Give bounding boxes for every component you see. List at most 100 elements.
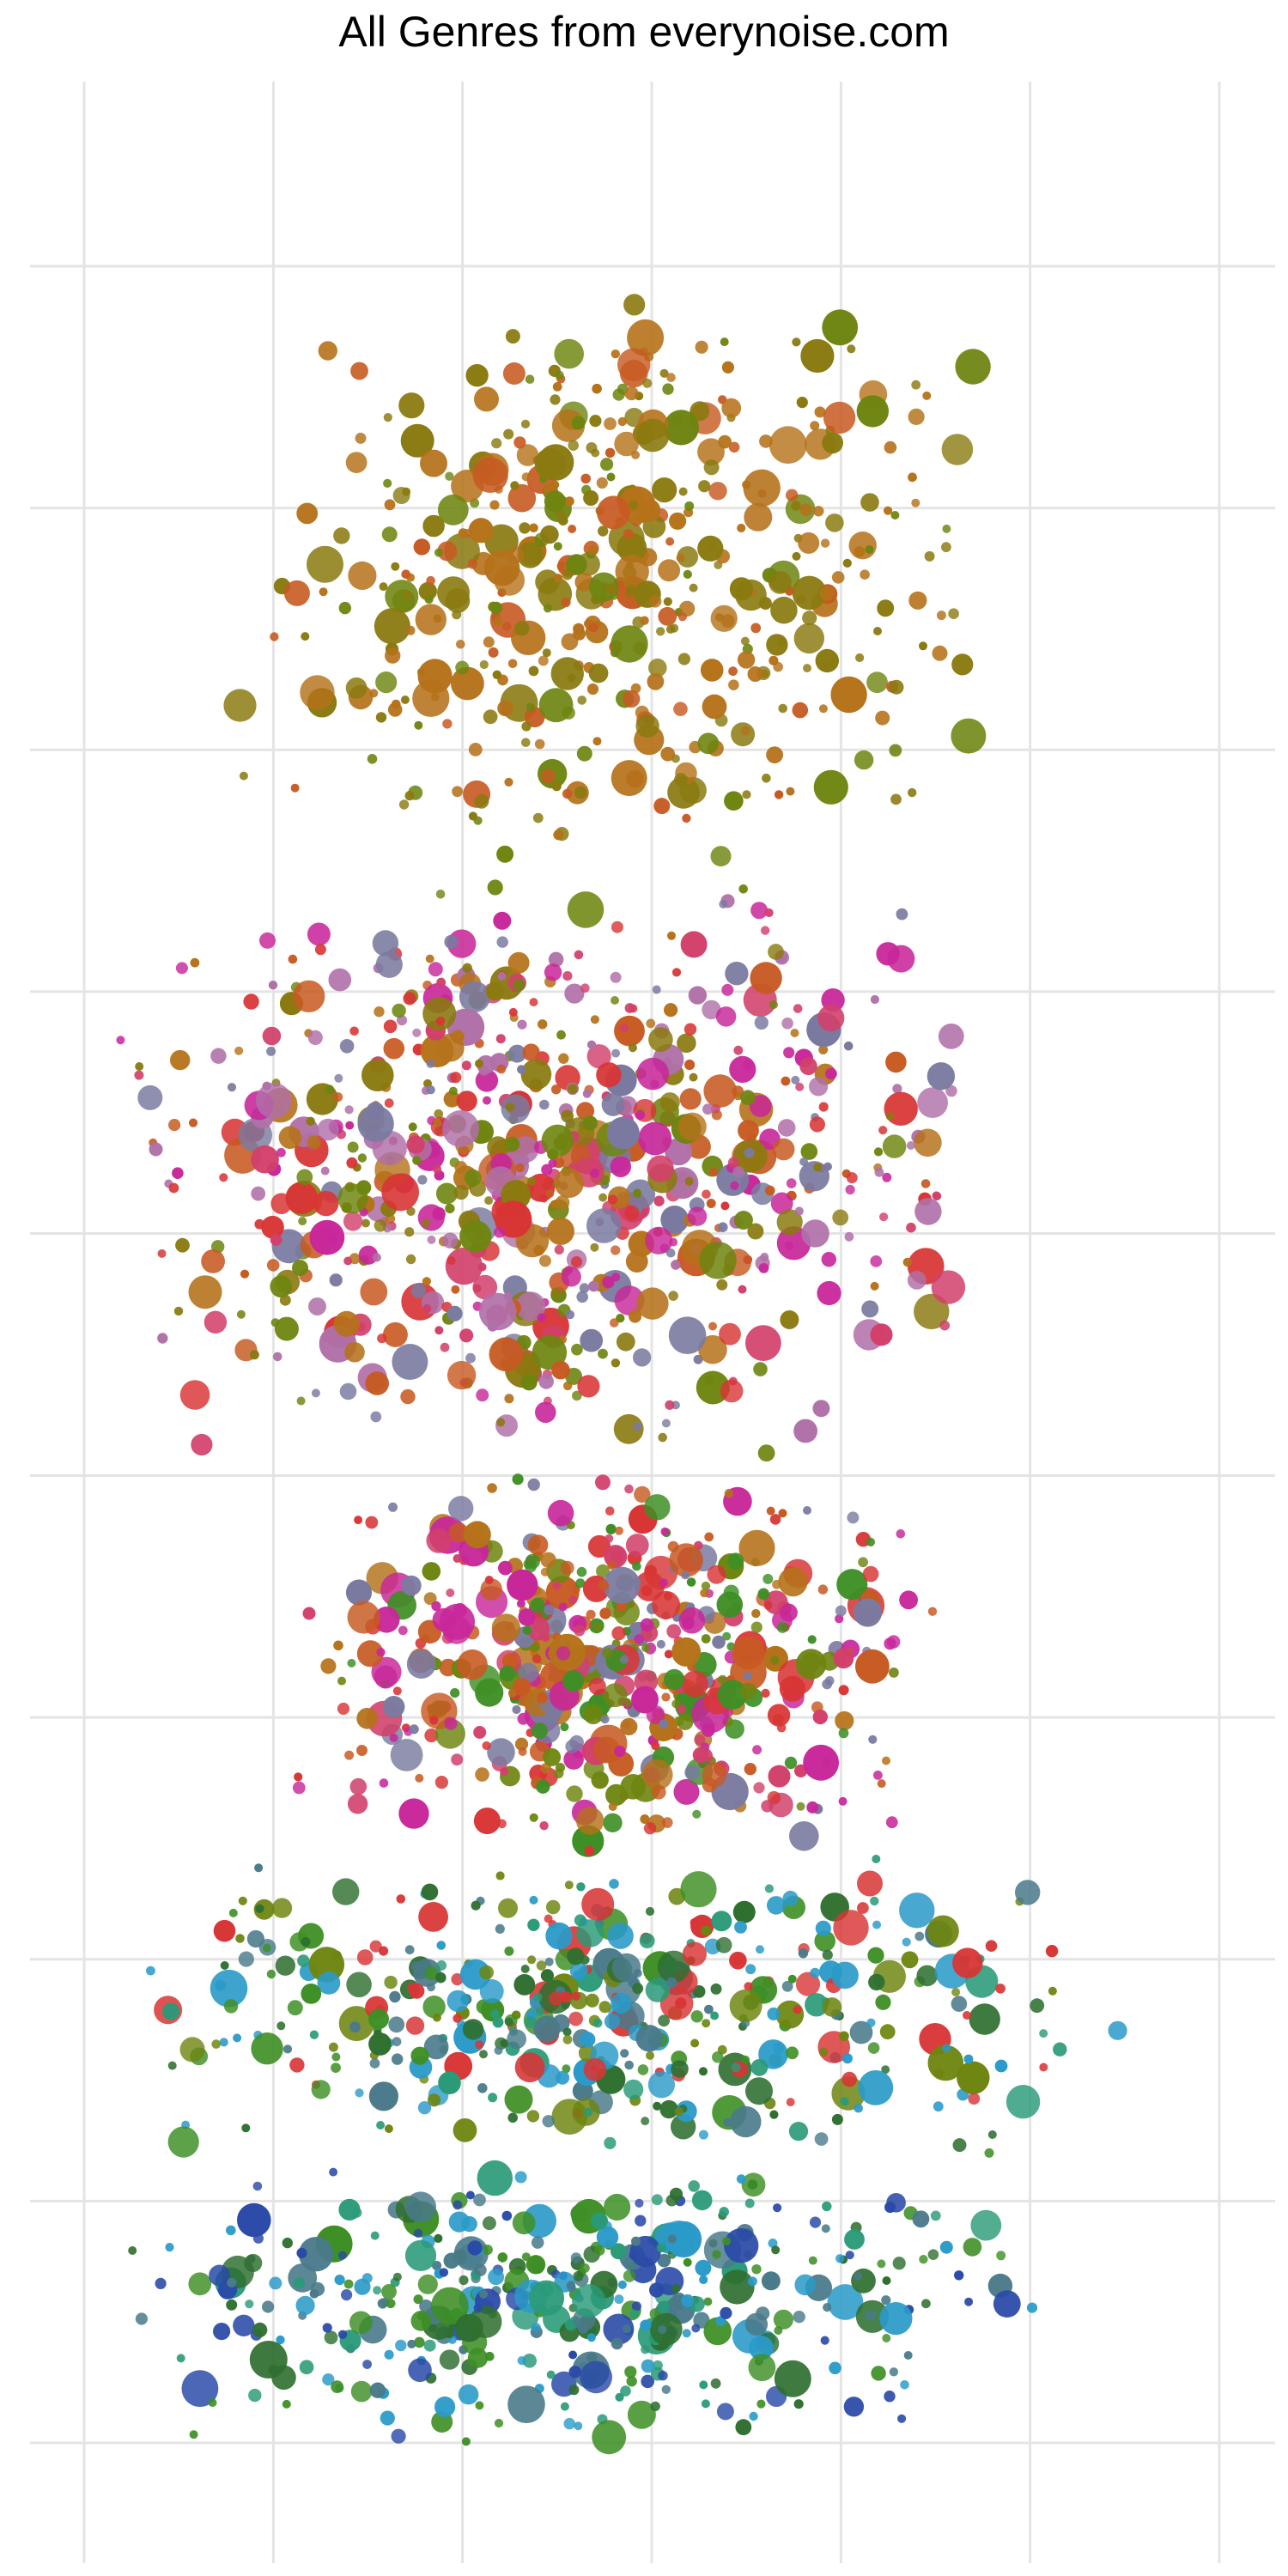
genre-point-2449 (773, 2309, 794, 2330)
genre-point-464 (676, 553, 685, 562)
genre-point-2150 (786, 2046, 799, 2060)
genre-point-431 (635, 418, 670, 453)
genre-point-459 (766, 634, 788, 656)
genre-point-1541 (664, 1649, 673, 1659)
genre-point-1703 (896, 1529, 906, 1539)
genre-point-1981 (246, 1929, 264, 1948)
genre-point-225 (223, 689, 257, 722)
genre-point-1950 (584, 2107, 593, 2117)
genre-point-988 (149, 1142, 163, 1157)
genre-point-204 (562, 788, 573, 799)
genre-point-156 (678, 487, 688, 496)
genre-point-1443 (434, 1776, 448, 1789)
genre-point-1645 (855, 1649, 890, 1684)
genre-point-373 (922, 391, 932, 400)
genre-point-2222 (690, 1917, 699, 1928)
genre-point-385 (592, 383, 602, 394)
genre-point-428 (510, 481, 519, 490)
genre-point-92 (433, 614, 442, 623)
genre-point-1335 (356, 1640, 384, 1668)
genre-point-200 (842, 558, 852, 568)
genre-point-1959 (536, 1960, 547, 1971)
genre-point-138 (479, 659, 489, 670)
genre-point-494 (750, 902, 769, 920)
genre-point-2297 (627, 2400, 656, 2429)
genre-point-1127 (292, 1260, 308, 1277)
genre-point-2114 (604, 2014, 621, 2030)
genre-point-952 (472, 1274, 498, 1300)
genre-point-1983 (311, 2080, 331, 2099)
genre-point-2185 (933, 2069, 945, 2079)
genre-point-2347 (604, 2193, 631, 2221)
genre-point-1217 (296, 1169, 313, 1186)
genre-point-91 (890, 793, 902, 805)
genre-point-1656 (762, 1573, 774, 1584)
genre-point-366 (663, 410, 700, 446)
genre-point-675 (873, 1147, 884, 1157)
genre-point-249 (374, 608, 410, 645)
genre-point-826 (679, 1088, 702, 1110)
genre-point-489 (262, 1026, 282, 1046)
genre-point-735 (493, 911, 512, 930)
genre-point-1066 (648, 1027, 673, 1052)
genre-point-1952 (495, 1871, 505, 1880)
genre-point-1419 (398, 1798, 429, 1829)
genre-point-1148 (606, 1116, 640, 1150)
genre-point-1532 (836, 1569, 868, 1601)
genre-point-1743 (421, 1634, 430, 1643)
genre-point-893 (638, 1121, 672, 1156)
genre-point-1907 (422, 1996, 446, 2019)
genre-point-2216 (488, 2093, 498, 2103)
genre-point-2469 (405, 2191, 436, 2223)
genre-point-1444 (390, 1739, 423, 1771)
genre-point-173 (483, 636, 495, 648)
genre-point-2122 (767, 1896, 786, 1915)
genre-point-2421 (877, 2259, 886, 2269)
genre-point-122 (333, 527, 350, 544)
genre-point-101 (580, 473, 591, 484)
genre-point-1318 (640, 1814, 650, 1824)
genre-point-1140 (377, 1334, 387, 1344)
genre-point-2402 (497, 2252, 508, 2263)
genre-point-1216 (447, 1256, 456, 1266)
genre-point-532 (664, 1003, 678, 1018)
genre-point-1367 (527, 1478, 540, 1492)
genre-point-1181 (372, 930, 399, 957)
genre-point-2517 (404, 2239, 437, 2271)
genre-point-1752 (766, 1506, 775, 1516)
genre-point-320 (942, 524, 951, 533)
genre-point-1932 (405, 2016, 425, 2035)
genre-point-1210 (406, 1135, 425, 1154)
genre-point-1341 (882, 1756, 890, 1765)
genre-point-688 (507, 1044, 526, 1063)
genre-point-2046 (729, 1951, 747, 1970)
genre-point-296 (540, 769, 556, 784)
genre-point-1669 (409, 1724, 419, 1735)
genre-point-1380 (838, 1728, 849, 1739)
genre-point-1543 (605, 1783, 628, 1806)
genre-point-1454 (576, 1566, 587, 1577)
genre-point-2226 (730, 2105, 762, 2138)
genre-point-2239 (179, 2037, 205, 2063)
genre-point-2546 (631, 2301, 642, 2312)
genre-point-1364 (591, 1771, 609, 1789)
genre-point-484 (175, 1237, 190, 1253)
genre-point-1661 (661, 1692, 671, 1702)
genre-point-2135 (388, 2016, 405, 2033)
genre-point-843 (307, 922, 331, 946)
genre-point-1871 (427, 2093, 441, 2107)
genre-point-2485 (884, 2391, 896, 2403)
genre-point-2307 (703, 2297, 713, 2306)
genre-point-2005 (215, 1979, 227, 1991)
genre-point-883 (403, 992, 416, 1005)
genre-point-110 (398, 799, 410, 810)
genre-point-1051 (680, 931, 708, 958)
genre-point-761 (590, 1015, 600, 1024)
genre-point-2144 (368, 2008, 389, 2030)
genre-point-539 (783, 1047, 795, 1059)
genre-point-234 (890, 511, 900, 519)
genre-point-305 (398, 392, 425, 419)
genre-point-1488 (473, 1726, 487, 1739)
genre-point-919 (668, 1291, 678, 1301)
genre-point-30 (698, 480, 711, 493)
